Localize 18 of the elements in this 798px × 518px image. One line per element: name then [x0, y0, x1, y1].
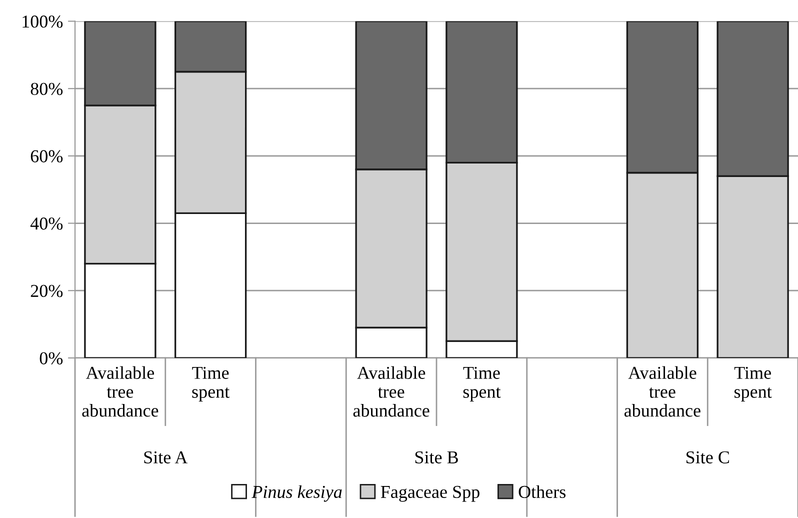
legend-label: Pinus kesiya — [252, 485, 342, 502]
x-tick-label: Time spent — [192, 366, 230, 402]
y-tick-label: 60% — [30, 150, 63, 162]
x-tick-label: Time spent — [734, 366, 772, 402]
x-tick-label: Available tree abundance — [353, 366, 430, 417]
y-tick-label: 40% — [30, 218, 63, 230]
text: Site A — [144, 451, 188, 464]
x-tick-label: Available tree abundance — [82, 366, 158, 417]
y-tick-label: 100% — [22, 15, 63, 28]
legend-label: Others — [518, 485, 566, 498]
x-tick-label: Available tree abundance — [624, 366, 700, 417]
text: Site B — [415, 451, 458, 464]
y-tick-label: 20% — [30, 284, 63, 298]
x-tick-label: Time spent — [463, 366, 501, 402]
y-tick-label: 0% — [40, 352, 63, 364]
text: Site C — [686, 451, 729, 464]
legend-label: Fagaceae Spp — [380, 486, 480, 502]
y-tick-label: 80% — [30, 82, 63, 96]
